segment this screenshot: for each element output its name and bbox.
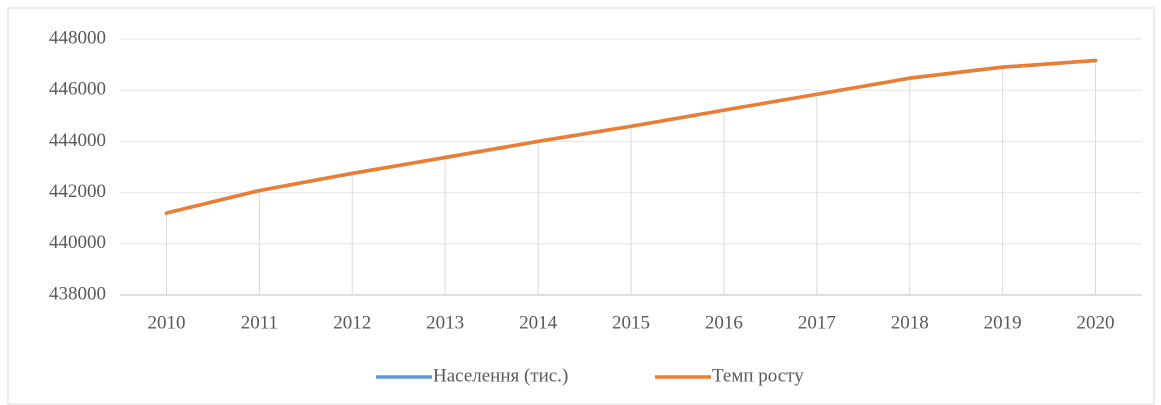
y-tick-label: 444000 — [49, 130, 106, 151]
x-tick-label: 2011 — [241, 312, 278, 333]
x-tick-label: 2014 — [519, 312, 558, 333]
x-tick-label: 2013 — [426, 312, 464, 333]
legend-label: Населення (тис.) — [433, 365, 568, 386]
y-tick-label: 440000 — [49, 232, 106, 253]
x-tick-label: 2019 — [984, 312, 1022, 333]
y-tick-label: 448000 — [49, 27, 106, 48]
x-tick-label: 2020 — [1077, 312, 1115, 333]
x-tick-label: 2016 — [705, 312, 743, 333]
x-tick-label: 2017 — [798, 312, 836, 333]
x-tick-label: 2015 — [612, 312, 650, 333]
y-tick-label: 442000 — [49, 181, 106, 202]
chart-border — [7, 7, 1155, 405]
x-tick-label: 2018 — [891, 312, 929, 333]
y-tick-label: 438000 — [49, 283, 106, 304]
x-tick-label: 2010 — [147, 312, 185, 333]
y-tick-label: 446000 — [49, 79, 106, 100]
legend-label: Темп росту — [712, 365, 804, 386]
x-tick-label: 2012 — [333, 312, 371, 333]
series-line — [164, 58, 1098, 215]
